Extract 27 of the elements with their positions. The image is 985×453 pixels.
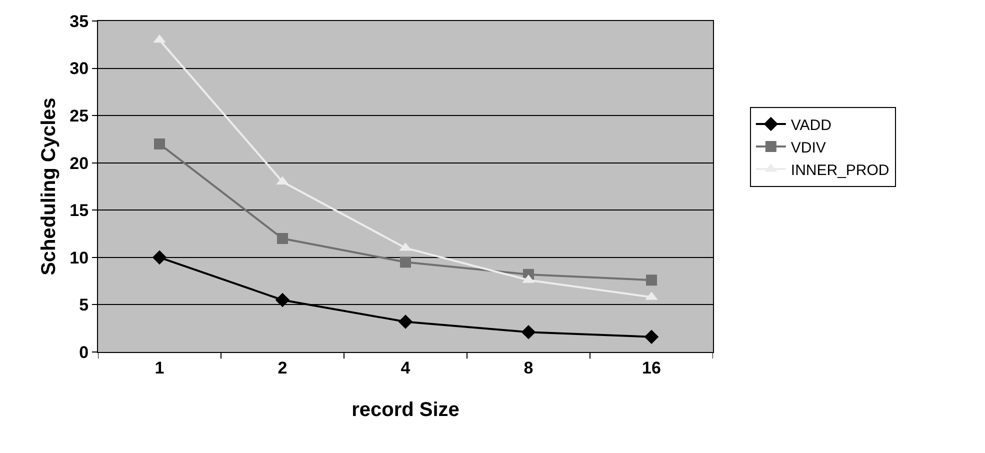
y-tick-label: 35: [70, 12, 89, 31]
point: [275, 292, 290, 308]
point: [152, 250, 167, 265]
point: [277, 233, 288, 244]
y-tick-label: 0: [79, 342, 89, 362]
x-tick-label: 16: [642, 358, 661, 378]
legend-label: INNER_PROD: [790, 162, 890, 179]
point: [644, 330, 659, 344]
x-tick-label: 4: [400, 358, 411, 378]
y-axis-title: Scheduling Cycles: [38, 98, 60, 276]
legend-label: VDIV: [790, 139, 826, 156]
point: [398, 314, 413, 329]
x-axis-title: record Size: [352, 398, 460, 421]
point: [646, 274, 657, 286]
y-tick-label: 25: [70, 106, 89, 126]
point: [400, 256, 411, 268]
y-tick-label: 30: [70, 59, 89, 78]
x-tick-label: 8: [524, 358, 534, 378]
y-tick-label: 20: [70, 154, 89, 173]
x-tick-label: 2: [278, 358, 288, 378]
y-tick-label: 5: [79, 296, 89, 315]
x-tick-label: 1: [154, 358, 164, 378]
point: [154, 138, 165, 150]
y-tick-label: 15: [70, 201, 89, 220]
y-tick-label: 10: [70, 248, 89, 268]
legend-label: VADD: [790, 116, 832, 134]
point: [521, 324, 536, 340]
